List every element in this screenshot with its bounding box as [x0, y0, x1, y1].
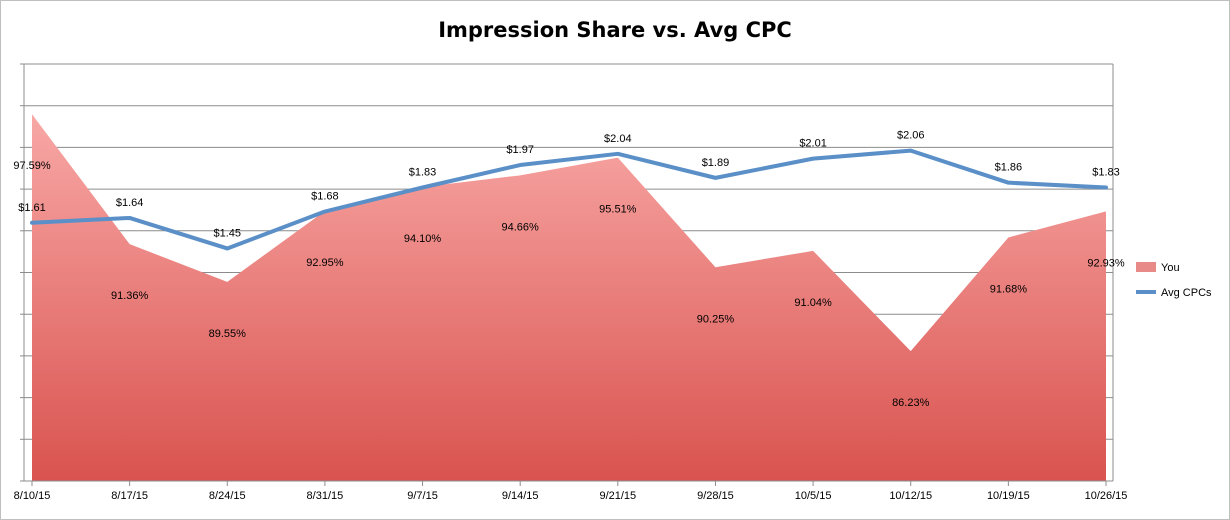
area-data-label: 97.59% — [13, 160, 51, 172]
area-data-label: 94.10% — [404, 233, 442, 245]
line-data-label: $1.45 — [214, 227, 242, 239]
area-data-label: 95.51% — [599, 204, 637, 216]
line-data-label: $1.64 — [116, 197, 144, 209]
x-tick-label: 10/26/15 — [1085, 490, 1128, 502]
x-tick-label: 8/17/15 — [111, 490, 148, 502]
line-data-label: $1.83 — [409, 166, 437, 178]
line-data-label: $2.01 — [799, 138, 827, 150]
line-data-label: $1.86 — [995, 162, 1023, 174]
line-data-label: $1.68 — [311, 191, 339, 203]
x-tick-label: 8/10/15 — [14, 490, 51, 502]
area-data-label: 90.25% — [697, 313, 735, 325]
x-tick-label: 10/5/15 — [795, 490, 832, 502]
chart-title: Impression Share vs. Avg CPC — [438, 18, 792, 42]
area-you — [32, 114, 1106, 481]
line-data-label: $1.61 — [18, 202, 46, 214]
data-labels: 97.59% 91.36% 89.55% 92.95% 94.10% 94.66% 95.5… — [13, 130, 1125, 409]
area-data-label: 86.23% — [892, 397, 930, 409]
line-data-label: $1.97 — [506, 144, 534, 156]
legend-label-you: You — [1161, 262, 1180, 274]
x-tick-label: 9/21/15 — [599, 490, 636, 502]
legend-label-avg-cpcs: Avg CPCs — [1161, 287, 1212, 299]
x-tick-labels: 8/10/15 8/17/15 8/24/15 8/31/15 9/7/15 9/14/1… — [14, 490, 1128, 502]
x-tick-label: 10/19/15 — [987, 490, 1030, 502]
legend: You Avg CPCs — [1136, 262, 1212, 299]
line-data-label: $1.89 — [702, 157, 730, 169]
area-series — [32, 114, 1106, 481]
area-data-label: 91.04% — [794, 297, 832, 309]
x-tick-label: 9/7/15 — [407, 490, 438, 502]
x-tick-label: 9/14/15 — [502, 490, 539, 502]
x-tick-label: 9/28/15 — [697, 490, 734, 502]
area-data-label: 92.93% — [1087, 257, 1125, 269]
x-tick-label: 10/12/15 — [889, 490, 932, 502]
x-tick-label: 8/24/15 — [209, 490, 246, 502]
axes — [20, 63, 1114, 486]
area-data-label: 92.95% — [306, 257, 344, 269]
area-data-label: 91.36% — [111, 290, 149, 302]
line-data-label: $2.06 — [897, 130, 925, 142]
line-data-label: $1.83 — [1092, 166, 1120, 178]
area-data-label: 89.55% — [209, 328, 247, 340]
x-tick-label: 8/31/15 — [307, 490, 344, 502]
line-data-label: $2.04 — [604, 133, 632, 145]
legend-swatch-you — [1136, 262, 1156, 272]
area-data-label: 91.68% — [990, 283, 1028, 295]
area-data-label: 94.66% — [502, 221, 540, 233]
line-avg-cpcs — [30, 148, 1108, 251]
line-series — [30, 148, 1108, 251]
